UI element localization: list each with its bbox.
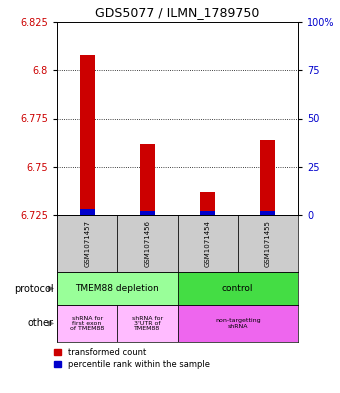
Bar [117, 305, 177, 342]
Bar [238, 215, 298, 272]
Text: other: other [28, 318, 54, 329]
Text: GSM1071455: GSM1071455 [265, 220, 271, 267]
Text: GSM1071457: GSM1071457 [84, 220, 90, 267]
Bar [200, 192, 215, 215]
Title: GDS5077 / ILMN_1789750: GDS5077 / ILMN_1789750 [95, 6, 260, 19]
Bar [57, 272, 177, 305]
Bar [200, 211, 215, 215]
Bar [80, 209, 95, 215]
Bar [57, 305, 117, 342]
Text: shRNA for
first exon
of TMEM88: shRNA for first exon of TMEM88 [70, 316, 104, 331]
Bar [177, 272, 298, 305]
Text: protocol: protocol [14, 283, 54, 294]
Bar [140, 143, 155, 215]
Text: GSM1071456: GSM1071456 [144, 220, 150, 267]
Legend: transformed count, percentile rank within the sample: transformed count, percentile rank withi… [54, 348, 210, 369]
Bar [117, 215, 177, 272]
Bar [177, 215, 238, 272]
Bar [80, 55, 95, 215]
Text: GSM1071454: GSM1071454 [205, 220, 210, 267]
Bar [260, 211, 275, 215]
Bar [140, 211, 155, 215]
Bar [260, 140, 275, 215]
Bar [177, 305, 298, 342]
Text: control: control [222, 284, 254, 293]
Text: TMEM88 depletion: TMEM88 depletion [75, 284, 159, 293]
Bar [57, 215, 117, 272]
Text: shRNA for
3'UTR of
TMEM88: shRNA for 3'UTR of TMEM88 [132, 316, 163, 331]
Text: non-targetting
shRNA: non-targetting shRNA [215, 318, 260, 329]
